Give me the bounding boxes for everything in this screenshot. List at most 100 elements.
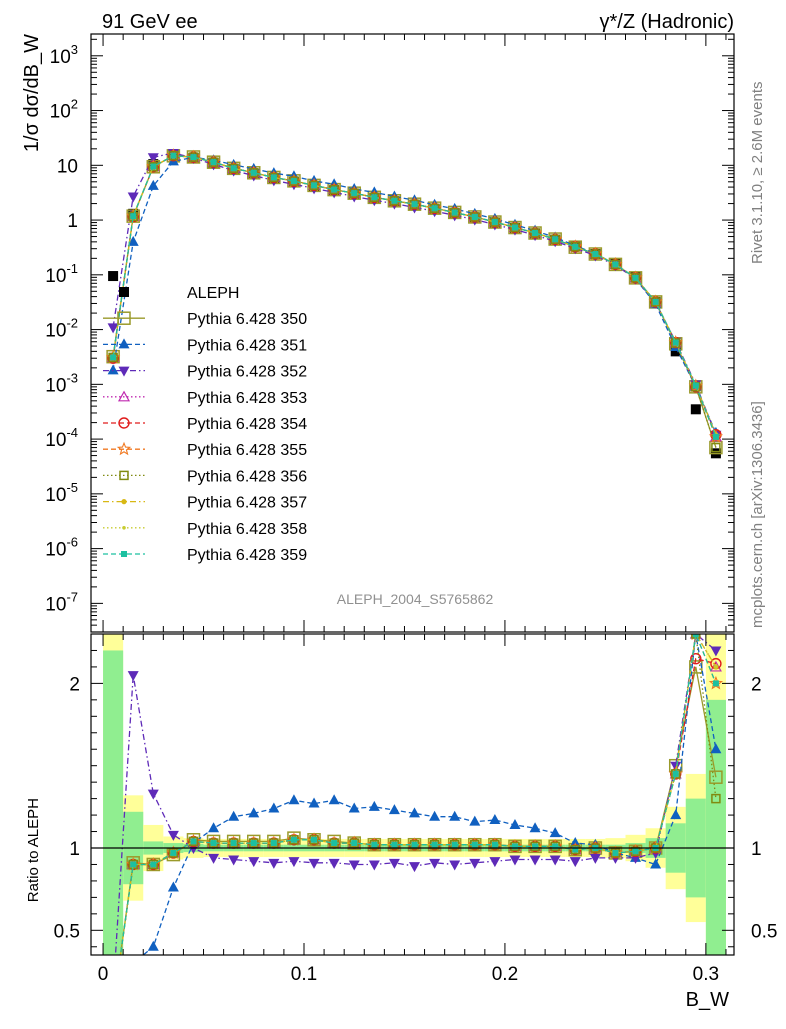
data-point (411, 841, 418, 848)
x-tick-label: 0 (98, 964, 109, 985)
data-point (348, 860, 360, 871)
data-point (170, 849, 177, 856)
data-point (672, 770, 679, 777)
series-9 (110, 634, 719, 1011)
data-point (409, 807, 421, 818)
data-point (208, 853, 220, 864)
data-point (670, 809, 682, 820)
data-point (632, 848, 639, 855)
data-point (632, 274, 639, 281)
legend-item: Pythia 6.428 358 (103, 521, 307, 538)
data-point (270, 840, 277, 847)
main-series-layer (105, 148, 724, 459)
data-point (190, 154, 197, 161)
data-point (127, 671, 139, 682)
legend-item: Pythia 6.428 350 (103, 311, 307, 328)
data-point (592, 251, 599, 258)
legend-label: Pythia 6.428 358 (187, 521, 307, 538)
data-point (589, 853, 601, 864)
data-point (110, 1005, 116, 1011)
data-point (449, 207, 460, 218)
data-point (130, 213, 137, 220)
data-point (469, 815, 481, 826)
data-point (147, 153, 159, 164)
data-point (672, 339, 679, 346)
ratio-bands-layer (103, 634, 726, 955)
legend-label: ALEPH (187, 285, 239, 302)
legend-label: Pythia 6.428 356 (187, 468, 307, 485)
legend-marker (118, 366, 130, 377)
main-frame (90, 33, 735, 633)
data-point (107, 364, 119, 375)
data-point (530, 228, 540, 238)
data-point (130, 861, 137, 868)
ratio-y-tick-label-right: 0.5 (751, 921, 777, 942)
data-point (208, 822, 220, 833)
legend-item: Pythia 6.428 352 (103, 364, 307, 381)
legend-item: Pythia 6.428 351 (103, 337, 307, 354)
data-point (650, 858, 662, 869)
data-point (572, 846, 579, 853)
stat-uncertainty-band (103, 650, 124, 955)
mcplots-label: mcplots.cern.ch [arXiv:1306.3436] (749, 401, 766, 628)
legend-marker (118, 417, 130, 429)
data-point (308, 797, 320, 808)
data-point (208, 157, 219, 167)
data-point (489, 857, 501, 868)
data-point (532, 230, 539, 237)
data-point (290, 178, 297, 185)
data-point (368, 800, 380, 811)
data-point (269, 172, 279, 183)
data-point (127, 235, 139, 246)
legend: ALEPH Pythia 6.428 350 Pythia 6.428 351 Pyt… (103, 285, 307, 564)
data-point (630, 273, 641, 283)
legend-item: Pythia 6.428 353 (103, 390, 307, 407)
data-point (250, 169, 257, 176)
data-point (248, 807, 260, 818)
data-point (371, 841, 378, 848)
data-point (431, 841, 438, 848)
data-point (268, 802, 280, 813)
ratio-y-tick-label: 1 (69, 839, 80, 860)
data-point (451, 209, 458, 216)
x-axis-title: B_W (686, 989, 729, 1011)
data-point (610, 259, 621, 270)
data-point (288, 857, 300, 868)
data-point (712, 433, 719, 440)
data-point (270, 174, 277, 181)
data-point (329, 184, 339, 195)
data-point (127, 192, 139, 203)
data-point (290, 836, 297, 843)
data-point (490, 217, 500, 227)
y-tick-label: 10 (57, 156, 78, 177)
legend-label: Pythia 6.428 353 (187, 390, 307, 407)
header-right: γ*/Z (Hadronic) (600, 11, 734, 33)
data-point (411, 201, 418, 208)
y-tick-label: 10-7 (45, 589, 78, 615)
legend-marker (118, 338, 130, 349)
data-point (710, 646, 722, 657)
data-point (449, 860, 461, 871)
data-point (652, 298, 659, 305)
y-tick-label: 10-2 (45, 316, 78, 342)
x-tick-label: 0.3 (693, 964, 719, 985)
data-point (451, 841, 458, 848)
data-point (230, 165, 237, 172)
legend-item: Pythia 6.428 354 (103, 416, 307, 433)
data-point (109, 1004, 117, 1012)
data-point (491, 219, 498, 226)
data-point (328, 858, 340, 869)
data-point (409, 862, 421, 873)
y-tick-label: 10-4 (45, 425, 78, 451)
data-point (188, 836, 199, 847)
y-tick-label: 103 (50, 42, 78, 68)
data-point (110, 354, 117, 361)
legend-marker (121, 551, 127, 557)
data-point (692, 382, 699, 389)
data-point (549, 827, 561, 838)
data-point (388, 804, 400, 815)
data-point (168, 150, 179, 161)
series-8 (119, 634, 718, 955)
legend-marker (121, 499, 127, 505)
ratio-y-tick-label: 2 (69, 674, 80, 695)
